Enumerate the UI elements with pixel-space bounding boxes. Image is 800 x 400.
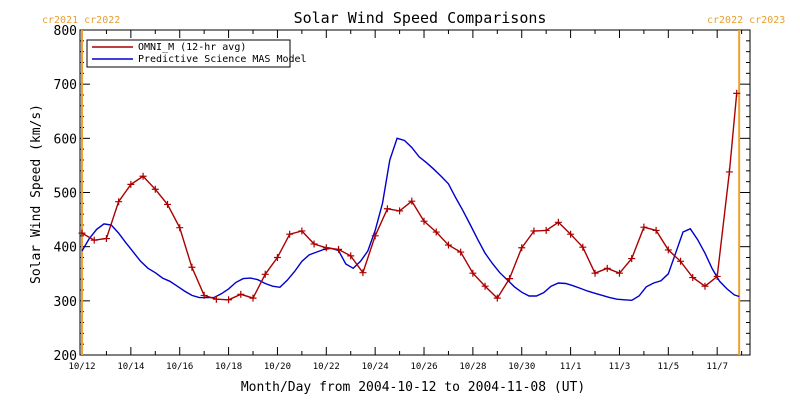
y-tick-label: 800	[54, 24, 77, 39]
omni-data-point	[481, 282, 489, 290]
omni-data-point	[164, 200, 172, 208]
omni-data-point	[701, 282, 709, 290]
x-axis: 10/12 10/14 10/16 10/18 10/20 10/22 10/24 10/26…	[68, 30, 743, 372]
y-tick-label: 700	[54, 78, 77, 93]
series-layer	[78, 89, 741, 304]
omni-data-point	[420, 217, 428, 225]
x-tick-label: 11/3	[609, 362, 631, 372]
omni-data-point	[567, 230, 575, 238]
omni-data-point	[518, 244, 526, 252]
legend-label-omni: OMNI_M (12-hr avg)	[138, 42, 246, 53]
omni-data-point	[127, 180, 135, 188]
omni-data-point	[286, 230, 294, 238]
omni-data-point	[444, 241, 452, 249]
omni-data-point	[640, 223, 648, 231]
omni-data-point	[713, 272, 721, 280]
x-tick-label: 10/28	[459, 362, 486, 372]
x-tick-label: 11/1	[560, 362, 582, 372]
omni-data-point	[506, 275, 514, 283]
omni-data-point	[237, 290, 245, 298]
x-tick-label: 10/26	[410, 362, 437, 372]
omni-data-point	[371, 232, 379, 240]
omni-data-point	[542, 226, 550, 234]
omni-data-point	[628, 255, 636, 263]
x-tick-label: 10/22	[313, 362, 340, 372]
omni-data-point	[359, 269, 367, 277]
y-tick-label: 300	[54, 295, 77, 310]
omni-data-point	[139, 172, 147, 180]
omni-data-point	[176, 224, 184, 232]
y-tick-label: 500	[54, 187, 77, 202]
legend: OMNI_M (12-hr avg) Predictive Science MA…	[86, 39, 307, 68]
model-series-line	[81, 137, 740, 302]
x-tick-label: 10/14	[117, 362, 144, 372]
omni-data-point	[396, 207, 404, 215]
x-tick-label: 11/5	[657, 362, 679, 372]
omni-data-point	[335, 245, 343, 253]
omni-data-point	[78, 229, 86, 237]
omni-data-point	[689, 274, 697, 282]
omni-data-point	[664, 246, 672, 254]
omni-data-point	[457, 248, 465, 256]
omni-data-point	[347, 252, 355, 260]
x-tick-label: 11/7	[706, 362, 728, 372]
omni-data-point	[383, 205, 391, 213]
omni-data-point	[615, 269, 623, 277]
omni-data-point	[200, 291, 208, 299]
y-tick-label: 200	[54, 349, 77, 364]
omni-data-point	[273, 254, 281, 261]
carrington-rotation-label-right: cr2022 cr2023	[707, 15, 785, 26]
omni-data-point	[249, 294, 257, 302]
omni-data-point	[408, 197, 416, 205]
omni-data-point	[188, 263, 196, 271]
omni-data-point	[90, 236, 98, 244]
omni-data-point	[554, 218, 562, 226]
y-axis: 200 300 400 500 600 700 800	[54, 24, 750, 364]
x-tick-label: 10/12	[68, 362, 95, 372]
x-tick-label: 10/16	[166, 362, 193, 372]
y-tick-label: 600	[54, 132, 77, 147]
plot-frame	[79, 29, 751, 356]
omni-data-point	[225, 296, 233, 304]
legend-label-model: Predictive Science MAS Model	[138, 54, 307, 65]
legend-box	[86, 39, 291, 68]
omni-data-point	[212, 295, 220, 303]
carrington-rotation-lines	[81, 30, 741, 355]
y-axis-label: Solar Wind Speed (km/s)	[29, 104, 44, 284]
omni-data-point	[469, 269, 477, 277]
x-axis-label: Month/Day from 2004-10-12 to 2004-11-08 …	[241, 380, 585, 395]
chart-title: Solar Wind Speed Comparisons	[294, 9, 547, 27]
omni-data-point	[310, 240, 318, 248]
omni-data-point	[115, 198, 123, 206]
omni-data-point	[322, 244, 330, 252]
omni-data-point	[261, 270, 269, 278]
omni-data-point	[603, 264, 611, 272]
x-tick-label: 10/20	[264, 362, 291, 372]
omni-data-point	[677, 257, 685, 265]
omni-data-point	[530, 227, 538, 235]
y-tick-label: 400	[54, 241, 77, 256]
x-tick-label: 10/18	[215, 362, 242, 372]
x-tick-label: 10/24	[362, 362, 389, 372]
x-tick-label: 10/30	[508, 362, 535, 372]
omni-data-point	[432, 228, 440, 236]
omni-data-point	[725, 168, 733, 176]
omni-data-point	[733, 89, 741, 97]
omni-data-point	[579, 243, 587, 251]
omni-data-point	[493, 294, 501, 302]
omni-series-line	[81, 93, 738, 301]
omni-data-point	[102, 235, 110, 243]
omni-data-point	[298, 227, 306, 235]
omni-data-point	[591, 269, 599, 277]
omni-data-point	[652, 226, 660, 234]
omni-data-point	[151, 185, 159, 193]
carrington-rotation-label-left: cr2021 cr2022	[42, 15, 120, 26]
